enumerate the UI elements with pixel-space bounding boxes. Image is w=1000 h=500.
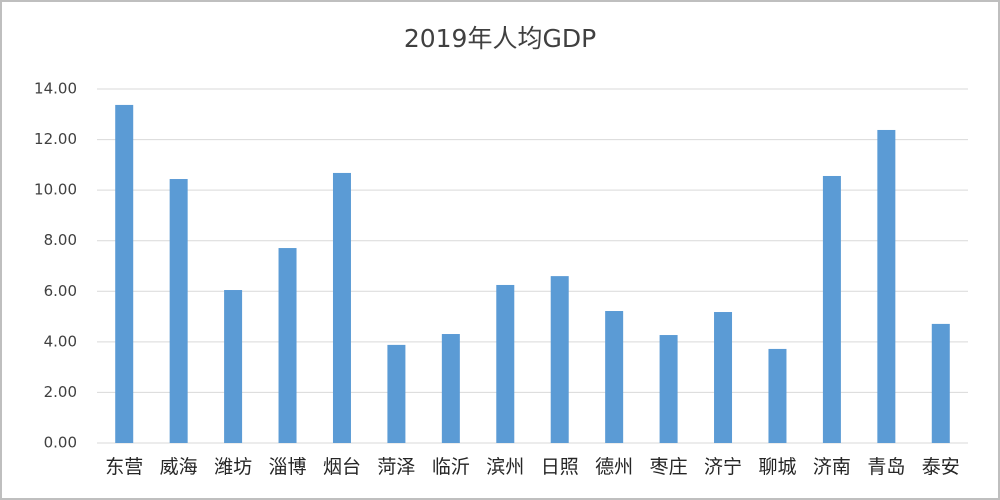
x-tick-label: 聊城 bbox=[758, 456, 796, 478]
bar bbox=[496, 284, 515, 443]
y-tick-label: 2.00 bbox=[44, 383, 77, 401]
y-tick-label: 10.00 bbox=[34, 181, 77, 199]
x-tick-label: 东营 bbox=[105, 456, 143, 478]
bar bbox=[605, 311, 624, 443]
bar bbox=[169, 179, 188, 443]
bar bbox=[224, 290, 243, 443]
x-tick-label: 菏泽 bbox=[377, 456, 415, 478]
x-tick-label: 淄博 bbox=[269, 456, 307, 478]
x-tick-label: 临沂 bbox=[432, 456, 470, 478]
bar bbox=[332, 172, 351, 443]
x-tick-label: 烟台 bbox=[323, 456, 361, 478]
bar bbox=[877, 129, 896, 443]
x-tick-label: 威海 bbox=[160, 456, 198, 478]
y-tick-label: 4.00 bbox=[44, 332, 77, 350]
x-tick-label: 泰安 bbox=[922, 456, 960, 478]
y-tick-label: 0.00 bbox=[44, 434, 77, 452]
x-tick-label: 青岛 bbox=[867, 456, 905, 478]
x-tick-label: 潍坊 bbox=[214, 456, 252, 478]
bar bbox=[115, 104, 134, 444]
bar bbox=[387, 344, 406, 443]
y-tick-label: 8.00 bbox=[44, 231, 77, 249]
bar bbox=[550, 276, 569, 443]
x-tick-label: 德州 bbox=[595, 456, 633, 478]
x-tick-label: 日照 bbox=[541, 456, 579, 478]
bar bbox=[278, 248, 297, 443]
bar bbox=[931, 323, 950, 443]
y-tick-label: 6.00 bbox=[44, 282, 77, 300]
x-tick-label: 济南 bbox=[813, 456, 851, 478]
x-tick-label: 枣庄 bbox=[650, 456, 688, 478]
bar bbox=[822, 175, 841, 444]
x-tick-label: 济宁 bbox=[704, 456, 742, 478]
bar bbox=[714, 312, 733, 443]
bar bbox=[441, 334, 460, 443]
y-tick-label: 14.00 bbox=[34, 80, 77, 98]
bar bbox=[659, 335, 678, 443]
chart-title: 2019年人均GDP bbox=[404, 24, 596, 53]
bar bbox=[768, 348, 787, 443]
x-tick-label: 滨州 bbox=[486, 456, 524, 478]
y-tick-label: 12.00 bbox=[34, 130, 77, 148]
